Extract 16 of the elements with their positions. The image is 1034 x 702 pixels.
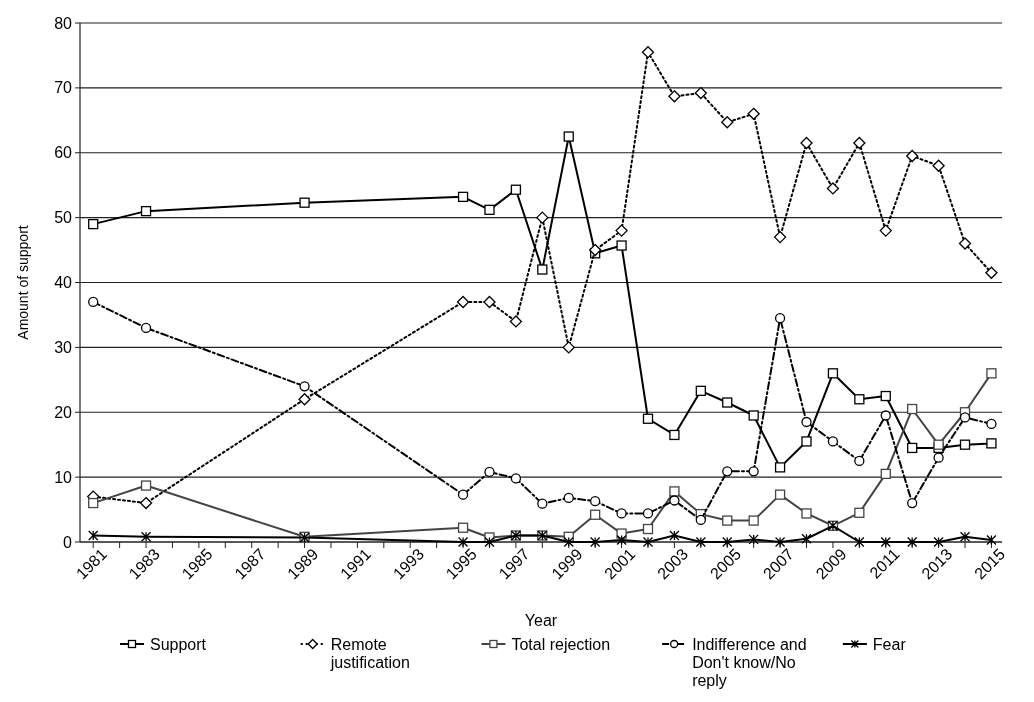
legend-label: Fear xyxy=(872,635,907,653)
legend-label: Total rejection xyxy=(511,635,611,653)
legend-label: Remote justification xyxy=(329,635,410,671)
y-tick-label: 40 xyxy=(54,274,73,292)
x-axis-title: Year xyxy=(524,612,558,629)
y-tick-label: 10 xyxy=(54,468,73,486)
y-tick-label: 70 xyxy=(54,79,73,97)
y-tick-label: 20 xyxy=(54,403,73,421)
y-tick-label: 80 xyxy=(54,14,73,32)
y-axis-title: Amount of support xyxy=(15,225,31,340)
y-tick-label: 30 xyxy=(54,338,73,356)
y-tick-label: 0 xyxy=(63,533,73,551)
y-tick-label: 60 xyxy=(54,144,73,162)
y-tick-label: 50 xyxy=(54,209,73,227)
legend-label: Indifference and Don't know/No reply xyxy=(692,635,807,690)
legend-label: Support xyxy=(150,635,207,653)
